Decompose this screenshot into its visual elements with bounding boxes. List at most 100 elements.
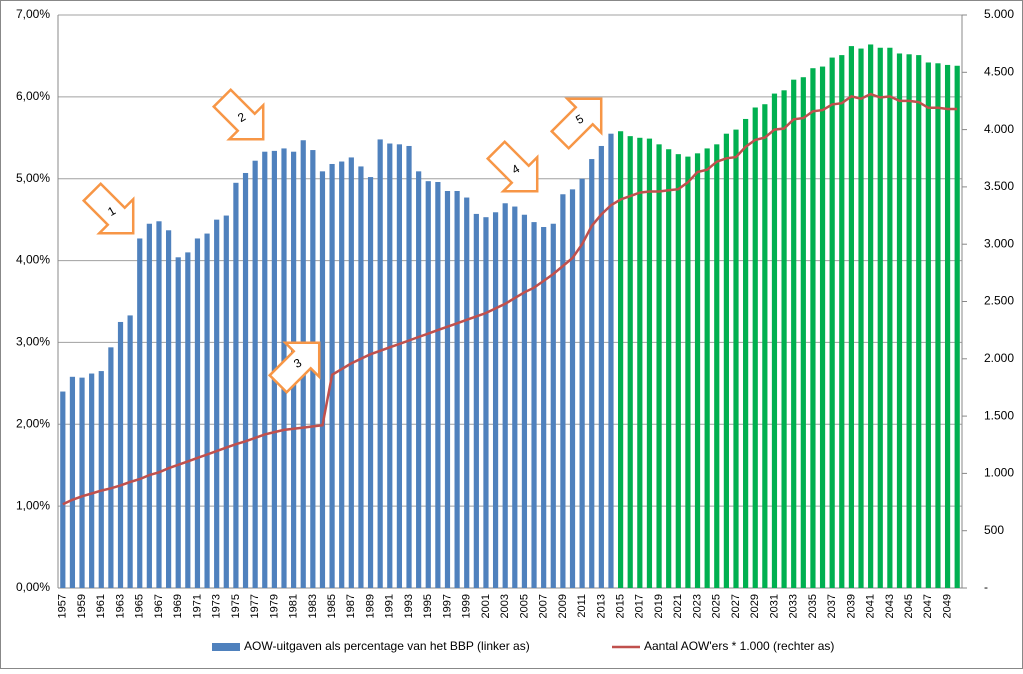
bar xyxy=(473,213,479,589)
bar xyxy=(887,47,893,588)
bar xyxy=(925,62,931,588)
x-tick-label: 2013 xyxy=(595,594,607,618)
bar xyxy=(396,144,403,588)
x-tick-label: 1975 xyxy=(230,594,242,618)
x-tick-label: 2029 xyxy=(749,594,761,618)
bar xyxy=(223,215,229,589)
line xyxy=(62,92,958,506)
x-tick-label: 2035 xyxy=(807,594,819,618)
bar xyxy=(521,214,528,588)
x-tick-label: 1967 xyxy=(153,594,165,618)
bar xyxy=(416,171,422,588)
x-tick-label: 2049 xyxy=(941,594,953,618)
y-tick-label: 6,00% xyxy=(16,89,50,103)
bar xyxy=(435,181,441,588)
x-tick-label: 2001 xyxy=(480,594,492,618)
bar xyxy=(127,315,133,588)
bar xyxy=(550,223,556,588)
bar xyxy=(339,161,345,588)
bar xyxy=(868,44,874,589)
x-tick-label: 1969 xyxy=(172,594,184,618)
annotation-callout: 1 xyxy=(81,181,135,235)
bar xyxy=(743,118,749,589)
bar xyxy=(598,145,604,588)
callout-arrow xyxy=(549,97,603,151)
bar xyxy=(569,189,576,588)
x-tick-label: 2021 xyxy=(672,594,684,618)
bar xyxy=(492,212,499,589)
bar xyxy=(146,223,152,588)
annotation-callout: 5 xyxy=(549,97,603,151)
y-tick-label: 7,00% xyxy=(16,7,50,21)
callout-arrow xyxy=(485,139,539,193)
x-tick-label: 2023 xyxy=(691,594,703,618)
x-tick-label: 1985 xyxy=(326,594,338,618)
x-tick-label: 2019 xyxy=(653,594,665,618)
bar xyxy=(108,347,114,588)
bar xyxy=(608,133,614,588)
bar xyxy=(771,93,778,588)
y-tick-label: 5,00% xyxy=(16,171,50,185)
y2-tick-label: 4.000 xyxy=(984,122,1014,136)
bar xyxy=(916,55,922,589)
x-tick-label: 1993 xyxy=(403,594,415,618)
bar xyxy=(627,136,633,589)
x-tick-label: 1959 xyxy=(76,594,88,618)
x-tick-label: 1971 xyxy=(191,594,203,618)
annotation-callout: 3 xyxy=(267,341,321,395)
y2-tick-label: 2.000 xyxy=(984,351,1014,365)
bar xyxy=(819,66,826,588)
bar xyxy=(714,144,720,588)
bar xyxy=(69,376,76,588)
bar xyxy=(848,46,855,588)
bar xyxy=(60,391,66,588)
x-tick-label: 1981 xyxy=(288,594,300,618)
bar xyxy=(406,145,412,588)
bar xyxy=(358,166,364,588)
x-tick-label: 2007 xyxy=(538,594,550,618)
x-tick-label: 1991 xyxy=(384,594,396,618)
bar xyxy=(156,221,162,588)
x-tick-label: 1983 xyxy=(307,594,319,618)
x-tick-label: 1997 xyxy=(441,594,453,618)
x-tick-label: 2033 xyxy=(788,594,800,618)
bar xyxy=(666,149,672,588)
bar xyxy=(194,238,201,588)
x-tick-label: 1977 xyxy=(249,594,261,618)
x-tick-label: 1987 xyxy=(345,594,357,618)
x-tick-label: 2015 xyxy=(615,594,627,618)
legend-label: Aantal AOW'ers * 1.000 (rechter as) xyxy=(644,639,834,653)
x-tick-label: 1995 xyxy=(422,594,434,618)
bar xyxy=(858,48,864,589)
legend-label: AOW-uitgaven als percentage van het BBP … xyxy=(244,639,530,653)
x-tick-label: 2009 xyxy=(557,594,569,618)
y2-tick-label: 2.500 xyxy=(984,294,1014,308)
bar xyxy=(646,138,653,588)
bar xyxy=(906,54,912,588)
y2-tick-label: 500 xyxy=(984,523,1004,537)
bar xyxy=(425,181,431,589)
bar xyxy=(791,79,797,588)
bar xyxy=(387,143,393,588)
bar xyxy=(175,257,181,588)
bar xyxy=(79,377,85,588)
bar xyxy=(262,151,268,589)
callout-arrow xyxy=(267,341,321,395)
legend-swatch xyxy=(212,643,240,651)
bar xyxy=(204,233,210,588)
x-tick-label: 2011 xyxy=(576,594,588,618)
x-tick-label: 1963 xyxy=(114,594,126,618)
bar xyxy=(829,57,835,588)
bar xyxy=(935,63,941,588)
bar xyxy=(531,222,537,588)
y2-tick-label: 5.000 xyxy=(984,7,1014,21)
bar xyxy=(877,47,883,588)
x-tick-label: 2017 xyxy=(634,594,646,618)
bar xyxy=(89,373,95,588)
x-tick-label: 2047 xyxy=(922,594,934,618)
x-tick-label: 1999 xyxy=(461,594,473,618)
x-tick-label: 1965 xyxy=(134,594,146,618)
y-tick-label: 4,00% xyxy=(16,253,50,267)
bar xyxy=(502,203,508,588)
